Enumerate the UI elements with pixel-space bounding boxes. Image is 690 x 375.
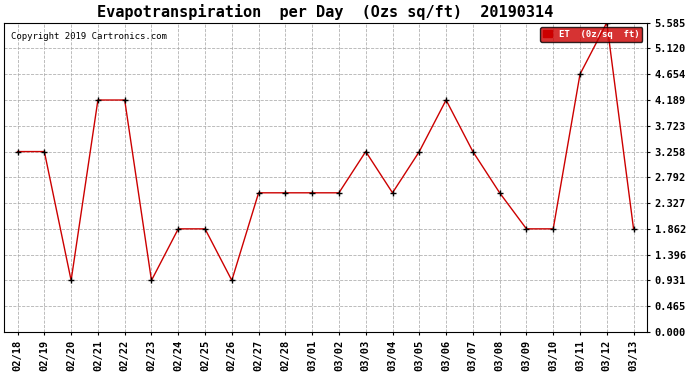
Title: Evapotranspiration  per Day  (Ozs sq/ft)  20190314: Evapotranspiration per Day (Ozs sq/ft) 2… [97,4,553,20]
Text: Copyright 2019 Cartronics.com: Copyright 2019 Cartronics.com [10,32,166,41]
Legend: ET  (0z/sq  ft): ET (0z/sq ft) [540,27,642,42]
